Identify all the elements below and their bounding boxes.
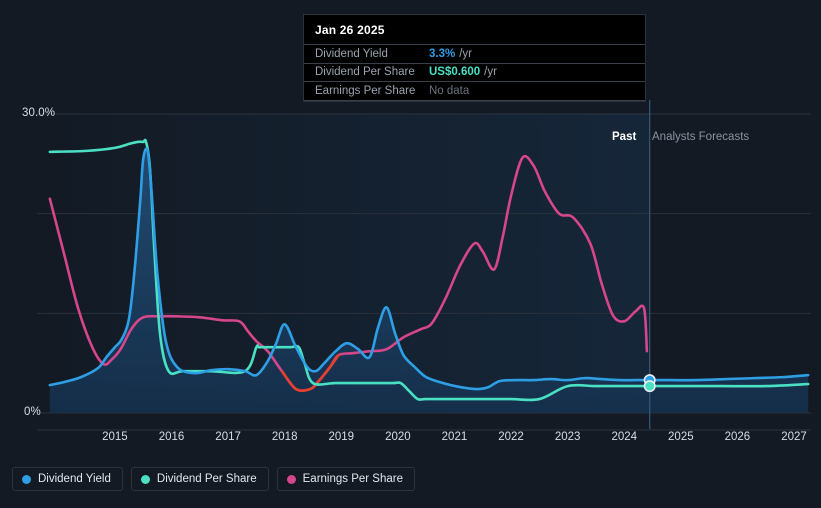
x-axis: 2015 2016 2017 2018 2019 2020 2021 2022 2023 2024… [0, 431, 821, 451]
forecast-band-label: Analysts Forecasts [652, 131, 750, 143]
x-axis-label-2015: 2015 [102, 431, 128, 443]
x-axis-label-2022: 2022 [498, 431, 524, 443]
tooltip-row-label: Earnings Per Share [315, 84, 416, 97]
y-axis-label-min: 0% [24, 406, 41, 418]
legend-color-dot-icon [140, 474, 150, 484]
tooltip-date: Jan 26 2025 [315, 23, 385, 37]
x-axis-label-2017: 2017 [215, 431, 241, 443]
legend-item-label: Earnings Per Share [302, 473, 403, 485]
legend-color-dot-icon [22, 474, 31, 484]
chart-tooltip: Jan 26 2025 Dividend Yield 3.3%/yr Dividen… [303, 14, 646, 102]
legend-item-earnings-per-share[interactable]: Earnings Per Share [276, 467, 415, 491]
tooltip-row-value: US$0.600 [429, 66, 481, 79]
legend-item-dividend-yield[interactable]: Dividend Yield [12, 467, 123, 491]
tooltip-row: Earnings Per Share No data [304, 81, 645, 101]
y-axis-label-max: 30.0% [22, 107, 56, 119]
x-axis-label-2025: 2025 [668, 431, 694, 443]
tooltip-row: Dividend Yield 3.3%/yr [304, 44, 645, 63]
x-axis-label-2026: 2026 [724, 431, 751, 443]
x-axis-label-2018: 2018 [271, 431, 298, 443]
legend-item-dividend-per-share[interactable]: Dividend Per Share [130, 467, 269, 491]
x-axis-label-2020: 2020 [385, 431, 411, 443]
tooltip-row-label: Dividend Per Share [315, 66, 415, 79]
tooltip-rows: Dividend Yield 3.3%/yr Dividend Per Share U… [304, 44, 645, 101]
tooltip-row: Dividend Per Share US$0.600/yr [304, 62, 645, 82]
tooltip-row-unit: /yr [484, 66, 497, 79]
x-axis-label-2019: 2019 [328, 431, 355, 443]
chart-legend: Dividend Yield Dividend Per Share Earnings… [12, 467, 415, 491]
x-axis-label-2023: 2023 [554, 431, 581, 443]
earnings-per-share-negative-segment [280, 353, 340, 393]
legend-item-label: Dividend Yield [38, 473, 111, 485]
x-axis-label-2027: 2027 [781, 431, 807, 443]
tooltip-row-value: 3.3% [429, 47, 456, 60]
x-axis-label-2021: 2021 [441, 431, 468, 443]
tooltip-row-value: No data [429, 84, 470, 97]
legend-color-dot-icon [286, 474, 296, 484]
tooltip-row-label: Dividend Yield [315, 47, 388, 60]
x-axis-label-2024: 2024 [611, 431, 638, 443]
x-axis-label-2016: 2016 [158, 431, 185, 443]
tooltip-row-unit: /yr [459, 47, 472, 60]
past-band-label: Past [612, 131, 637, 143]
dividend-yield-line [48, 147, 810, 391]
legend-item-label: Dividend Per Share [156, 473, 257, 485]
dividend-per-share-marker[interactable] [643, 380, 656, 393]
